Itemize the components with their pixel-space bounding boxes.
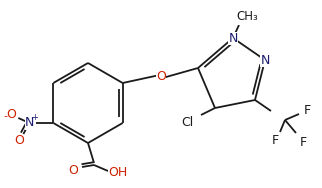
Text: F: F [299, 136, 307, 149]
Text: CH₃: CH₃ [236, 11, 258, 24]
Text: O: O [6, 108, 16, 121]
Text: OH: OH [109, 167, 128, 180]
Text: Cl: Cl [181, 115, 193, 129]
Text: N: N [25, 117, 34, 130]
Text: O: O [156, 70, 166, 83]
Text: O: O [68, 164, 78, 177]
Text: N: N [260, 54, 270, 67]
Text: -: - [3, 111, 7, 121]
Text: F: F [303, 104, 310, 117]
Text: F: F [271, 133, 279, 146]
Text: +: + [31, 114, 38, 123]
Text: N: N [228, 32, 238, 45]
Text: O: O [14, 134, 24, 148]
